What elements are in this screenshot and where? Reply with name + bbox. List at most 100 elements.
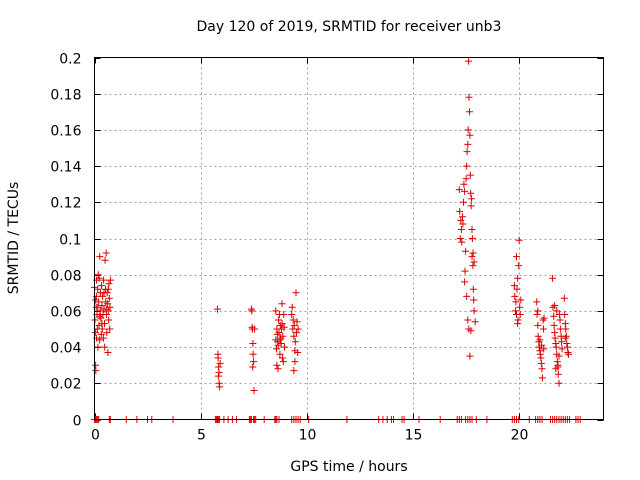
data-point (105, 280, 113, 288)
data-point (214, 305, 221, 313)
data-point (550, 321, 558, 329)
data-point (105, 316, 113, 324)
data-point (468, 195, 476, 203)
data-point (99, 334, 107, 342)
data-point (216, 359, 224, 367)
data-point (540, 314, 548, 322)
y-tick-label: 0 (73, 414, 82, 430)
data-point (563, 340, 571, 347)
data-point (99, 292, 107, 300)
data-point (292, 329, 300, 337)
data-point (105, 294, 113, 302)
data-point (98, 320, 106, 328)
data-point (279, 332, 287, 340)
data-point (294, 349, 302, 356)
data-point (291, 358, 299, 366)
data-point (465, 57, 473, 65)
data-point (562, 325, 570, 333)
data-point (554, 361, 562, 369)
data-point (463, 162, 471, 170)
data-point (274, 365, 282, 373)
y-tick-label: 0.12 (50, 196, 81, 212)
data-point (555, 379, 563, 387)
data-point (92, 367, 100, 375)
data-point (515, 236, 523, 244)
data-point (278, 354, 286, 362)
data-point (463, 148, 471, 156)
data-point (536, 336, 544, 344)
data-point (456, 235, 464, 242)
x-axis-title: GPS time / hours (290, 459, 407, 475)
y-tick-label: 0.04 (50, 341, 81, 357)
data-point (457, 226, 465, 233)
data-point (96, 336, 104, 344)
data-point (554, 370, 562, 378)
data-point (459, 213, 466, 221)
data-point (91, 329, 99, 337)
data-point (459, 220, 467, 228)
data-point (466, 108, 473, 116)
data-point (288, 311, 296, 318)
y-axis-title: SRMTID / TECUs (6, 182, 22, 295)
data-point (214, 354, 222, 362)
data-point (540, 325, 547, 333)
data-point (538, 365, 546, 373)
data-point (290, 321, 298, 329)
data-point (517, 296, 525, 304)
x-tick-label: 0 (91, 428, 100, 444)
data-point (248, 307, 256, 315)
data-point (251, 325, 259, 333)
y-tick-label: 0.08 (50, 269, 81, 285)
data-point (556, 316, 564, 324)
data-point (461, 187, 469, 195)
data-point (553, 307, 561, 315)
data-point (281, 343, 288, 351)
data-point (250, 358, 258, 366)
data-point (512, 298, 520, 306)
data-point (292, 289, 300, 297)
data-point (551, 334, 559, 342)
data-point (469, 285, 477, 293)
data-point (104, 300, 112, 308)
data-point (551, 302, 559, 309)
data-point (291, 338, 299, 346)
data-point (466, 352, 474, 360)
data-point (249, 363, 257, 371)
x-tick-label: 15 (405, 428, 423, 444)
y-tick-label: 0.16 (50, 124, 81, 140)
data-point (106, 303, 114, 311)
data-point (468, 253, 476, 261)
grid-lines (94, 57, 604, 420)
data-point (94, 343, 102, 351)
chart-title: Day 120 of 2019, SRMTID for receiver unb… (197, 19, 502, 35)
data-point (513, 285, 521, 293)
data-point (92, 296, 100, 304)
data-point (466, 171, 474, 179)
data-point (469, 249, 477, 257)
data-point (102, 249, 110, 257)
data-point (538, 341, 546, 349)
data-point (276, 336, 284, 344)
data-point (534, 321, 542, 329)
data-point (555, 352, 563, 360)
data-point (273, 330, 281, 338)
data-point (96, 253, 104, 261)
data-point (469, 262, 477, 270)
data-point (215, 368, 223, 376)
data-point (533, 298, 541, 306)
data-point (514, 320, 522, 328)
data-point (273, 345, 280, 353)
data-point (100, 276, 108, 284)
data-point (288, 303, 296, 311)
data-point (275, 316, 283, 324)
data-point (97, 314, 105, 322)
data-point (514, 274, 522, 282)
data-point (533, 311, 541, 318)
data-point (558, 338, 565, 346)
data-point (515, 262, 523, 270)
data-point (289, 316, 297, 324)
y-tick-label: 0.18 (50, 88, 81, 104)
data-point (278, 300, 286, 308)
data-point (462, 247, 470, 255)
data-point (280, 311, 288, 318)
